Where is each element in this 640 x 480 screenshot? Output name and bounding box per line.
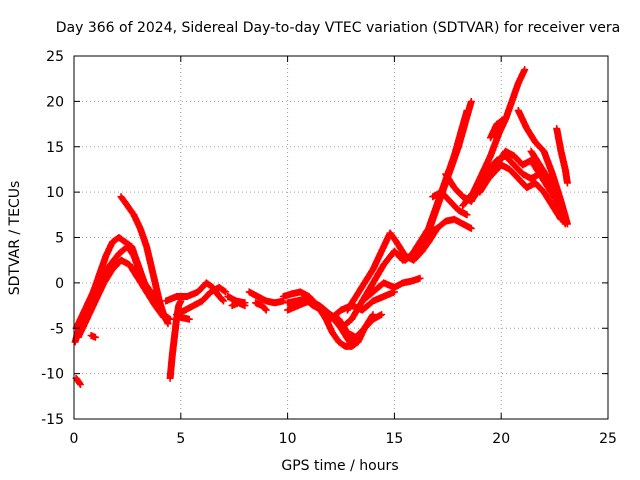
trace-8 [173,283,230,319]
point-marker [527,147,569,228]
axis-ticks [73,55,609,420]
y-tick-labels: -15 -10 -5 0 5 10 15 20 25 [41,49,64,428]
point-marker [408,106,471,260]
grid-lines [74,56,608,419]
x-tick-label: 20 [492,431,510,447]
point-marker [429,188,471,219]
trace-29 [487,116,507,142]
trace-22 [408,106,471,260]
trace-13 [252,299,270,314]
y-tick-label: 20 [46,94,64,110]
point-marker [343,224,441,314]
trace-31 [527,147,569,228]
trace-12 [245,288,287,307]
x-tick-label: 25 [599,431,617,447]
y-axis-label: SDTVAR / TECUs [7,181,23,296]
x-tick-label: 5 [176,431,185,447]
y-tick-label: 5 [55,231,64,247]
trace-19 [343,224,441,314]
y-tick-label: -5 [50,321,64,337]
y-tick-label: 25 [46,49,64,65]
y-tick-label: 15 [46,140,64,156]
trace-3 [117,193,172,328]
x-tick-label: 0 [70,431,79,447]
point-marker [487,116,507,142]
point-marker [72,374,84,388]
point-marker [252,299,270,314]
x-tick-labels: 0 5 10 15 20 25 [70,431,617,447]
data-points [71,66,571,388]
point-marker [74,256,168,341]
point-marker [480,161,565,223]
point-marker [87,332,99,341]
point-marker [553,125,571,187]
trace-9 [177,313,193,323]
trace-2 [74,256,168,341]
trace-4 [72,374,84,388]
point-marker [228,299,249,310]
y-tick-label: -15 [41,412,64,428]
y-tick-label: 0 [55,276,64,292]
point-marker [173,283,230,319]
chart-title: Day 366 of 2024, Sidereal Day-to-day VTE… [56,20,620,36]
trace-5 [87,332,99,341]
trace-23 [429,188,471,219]
point-marker [245,288,287,307]
x-tick-label: 15 [385,431,403,447]
y-tick-label: -10 [41,367,64,383]
x-axis-label: GPS time / hours [281,458,398,474]
trace-32 [553,125,571,187]
point-marker [117,193,172,328]
point-marker [177,313,193,323]
x-tick-label: 10 [279,431,297,447]
trace-28 [480,161,565,223]
y-tick-label: 10 [46,185,64,201]
trace-11 [228,299,249,310]
